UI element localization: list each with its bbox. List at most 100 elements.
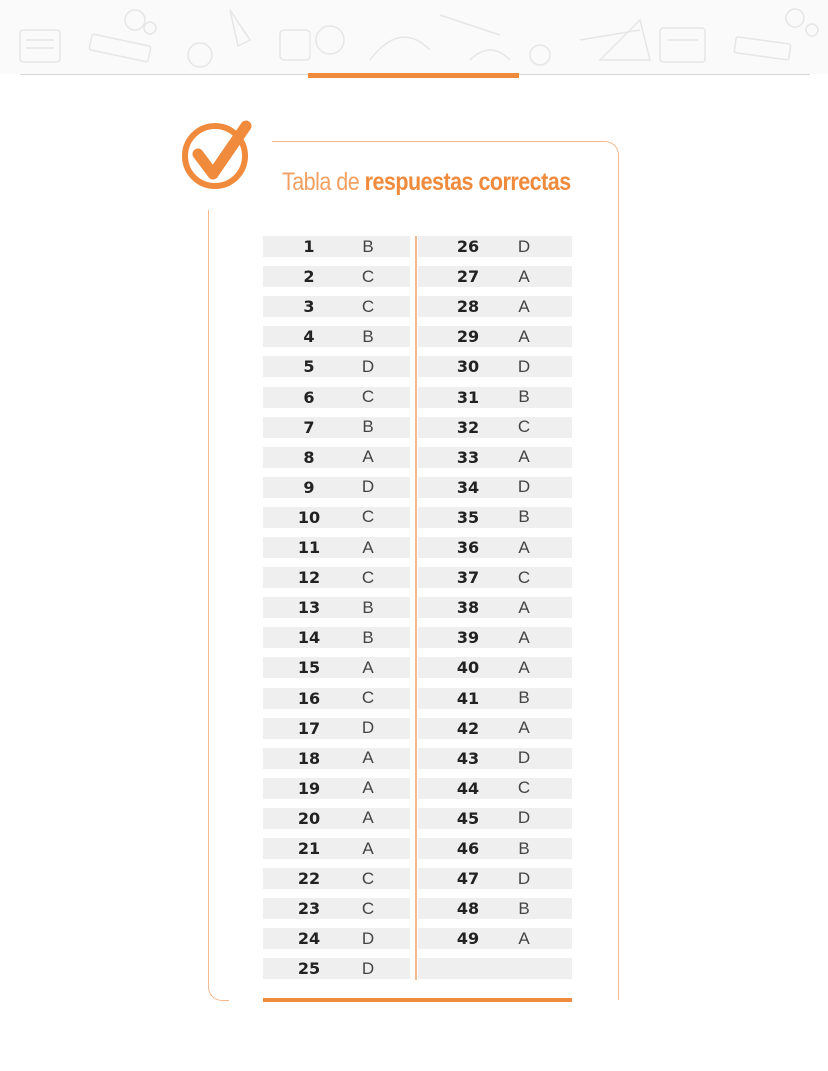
answer-letter: D [517,868,531,888]
question-number: 28 [456,297,480,317]
question-number: 43 [456,748,480,768]
question-number: 22 [297,869,321,889]
question-number: 37 [456,568,480,588]
question-number: 24 [297,929,321,949]
answer-letter: C [361,266,375,286]
table-row: 29 A [418,326,572,348]
table-row: 44 C [418,777,572,799]
answer-letter: B [362,236,374,256]
answer-letter: B [362,326,374,346]
table-row: 43 D [418,747,572,769]
answer-letter: A [518,627,530,647]
question-number: 10 [297,507,321,527]
table-row: 38 A [418,597,572,619]
answer-letter: D [517,356,531,376]
question-number: 14 [297,628,321,648]
table-row: 10 C [263,506,410,528]
answer-letter: B [518,838,530,858]
answer-letter: C [517,417,531,437]
answer-letter: B [518,507,530,527]
question-number: 16 [297,688,321,708]
question-number: 4 [303,327,315,347]
question-number: 3 [303,297,315,317]
table-row: 42 A [418,717,572,739]
answer-letter: A [362,657,374,677]
title-bold: respuestas correctas [364,168,572,196]
table-row [418,958,572,980]
table-row: 19 A [263,777,410,799]
table-row: 13 B [263,597,410,619]
table-row: 46 B [418,838,572,859]
answer-letter: D [361,928,375,948]
table-row: 22 C [263,868,410,890]
table-row: 40 A [418,657,572,679]
table-row: 33 A [418,446,572,468]
answer-letter: C [517,567,531,587]
question-number: 27 [456,267,480,287]
answer-letter: A [362,808,374,828]
table-row: 47 D [418,868,572,890]
answer-letter: C [361,296,375,316]
question-number: 30 [456,357,480,377]
answer-letter: D [517,748,531,768]
answer-letter: D [361,356,375,376]
question-number: 35 [456,507,480,527]
answer-letter: A [518,597,530,617]
table-row: 49 A [418,928,572,950]
question-number: 48 [456,899,480,919]
question-number: 13 [297,598,321,618]
table-row: 11 A [263,537,410,558]
question-number: 40 [456,658,480,678]
answer-letter: B [362,417,374,437]
question-number: 11 [297,538,321,557]
question-number: 25 [297,959,321,979]
question-number: 1 [303,237,315,256]
table-row: 30 D [418,356,572,378]
answer-letter: B [518,688,530,707]
table-row: 35 B [418,506,572,528]
table-row: 36 A [418,537,572,558]
table-row: 45 D [418,807,572,829]
question-number: 44 [456,778,480,798]
answer-letter: A [518,326,530,346]
table-row: 31 B [418,386,572,408]
question-number: 31 [456,387,480,407]
answer-letter: B [362,597,374,617]
header-doodle-background [0,0,828,74]
header-accent-bar [308,73,519,78]
table-row: 24 D [263,928,410,950]
question-number: 15 [297,658,321,678]
answer-letter: D [361,718,375,738]
table-row: 37 C [418,567,572,589]
answer-letter: C [361,898,375,918]
question-number: 17 [297,718,321,738]
question-number: 9 [303,477,315,497]
answer-letter: B [362,627,374,647]
question-number: 7 [303,417,315,437]
answer-letter: A [362,778,374,798]
table-row: 20 A [263,807,410,829]
answer-letter: C [517,778,531,798]
question-number: 32 [456,417,480,437]
table-row: 16 C [263,687,410,709]
answer-letter: A [518,928,530,948]
answer-letter: A [362,748,374,768]
answer-letter: D [361,477,375,497]
table-row: 26 D [418,236,572,257]
question-number: 20 [297,808,321,828]
answer-letter: D [361,958,375,978]
question-number: 45 [456,808,480,828]
table-row: 41 B [418,687,572,709]
answer-letter: A [362,447,374,467]
answer-letter: D [517,808,531,828]
answer-letter: D [517,477,531,497]
table-row: 25 D [263,958,410,980]
table-row: 17 D [263,717,410,739]
